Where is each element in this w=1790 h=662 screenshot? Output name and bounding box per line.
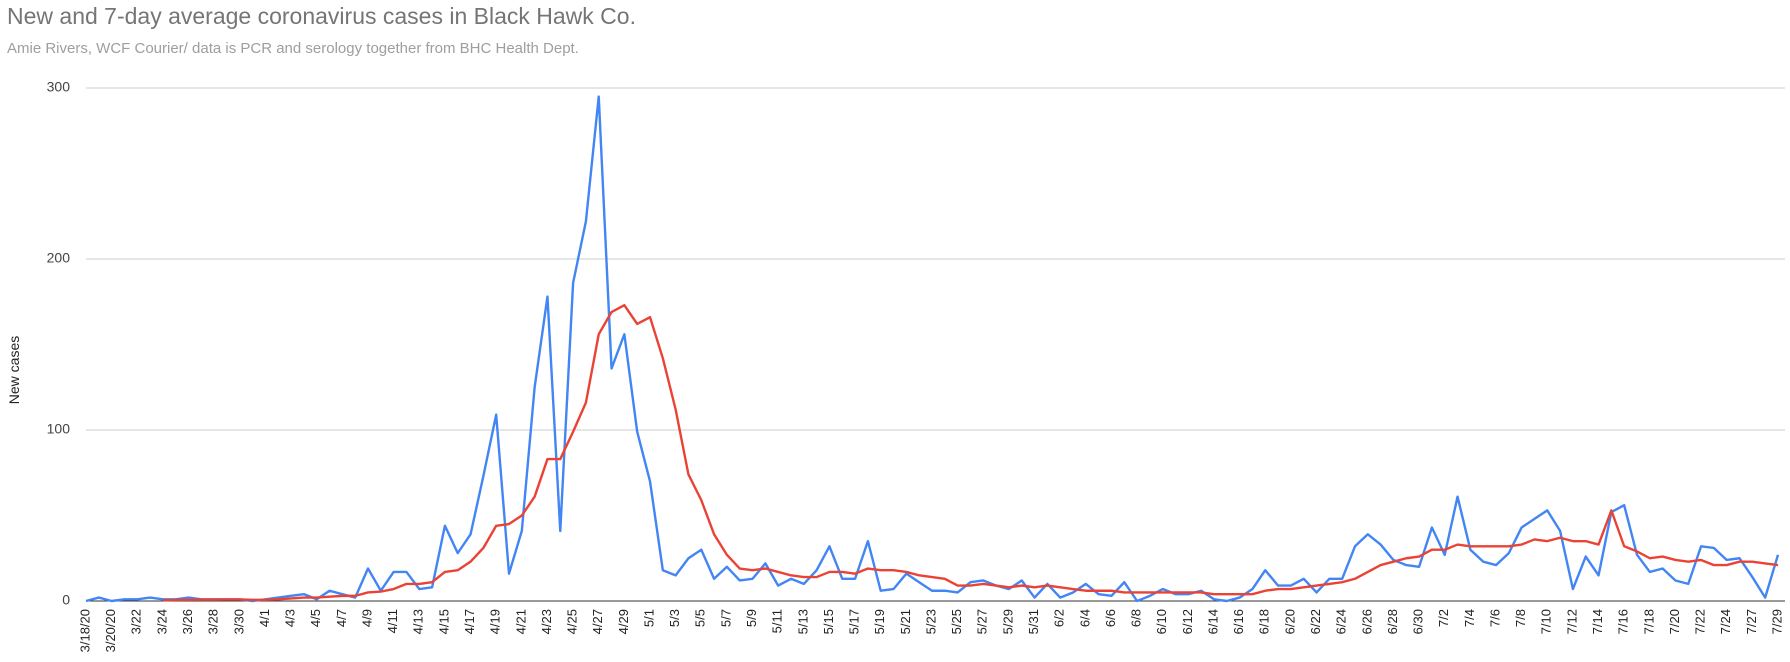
x-tick-label: 4/7 xyxy=(334,609,349,627)
x-tick-label: 5/1 xyxy=(641,609,656,627)
x-tick-label: 5/27 xyxy=(975,609,990,634)
x-tick-label: 4/29 xyxy=(616,609,631,634)
x-tick-label: 4/15 xyxy=(436,609,451,634)
x-tick-label: 6/14 xyxy=(1205,609,1220,634)
x-tick-label: 7/4 xyxy=(1462,609,1477,627)
x-tick-label: 5/29 xyxy=(1000,609,1015,634)
series-line xyxy=(162,303,1779,602)
x-tick-label: 4/11 xyxy=(385,609,400,633)
x-tick-label: 5/3 xyxy=(667,609,682,627)
x-tick-label: 3/24 xyxy=(154,609,169,634)
x-tick-label: 6/6 xyxy=(1103,609,1118,627)
x-tick-label: 7/24 xyxy=(1718,609,1733,634)
x-tick-label: 5/7 xyxy=(718,609,733,627)
y-tick-label: 300 xyxy=(47,79,71,95)
x-tick-label: 6/24 xyxy=(1334,609,1349,634)
x-tick-label: 4/21 xyxy=(513,609,528,634)
x-tick-label: 3/22 xyxy=(129,609,144,634)
x-tick-label: 6/18 xyxy=(1257,609,1272,634)
chart-subtitle: Amie Rivers, WCF Courier/ data is PCR an… xyxy=(7,40,579,57)
y-axis-title: New cases xyxy=(6,336,22,404)
x-tick-label: 6/26 xyxy=(1359,609,1374,634)
x-tick-label: 7/16 xyxy=(1616,609,1631,634)
x-tick-label: 3/18/20 xyxy=(77,609,92,652)
x-tick-label: 7/2 xyxy=(1436,609,1451,627)
x-tick-label: 5/19 xyxy=(872,609,887,634)
x-tick-label: 6/12 xyxy=(1180,609,1195,634)
x-tick-label: 4/25 xyxy=(565,609,580,634)
x-tick-label: 5/15 xyxy=(821,609,836,634)
x-tick-label: 4/3 xyxy=(283,609,298,627)
x-tick-label: 5/21 xyxy=(898,609,913,634)
x-tick-label: 6/10 xyxy=(1154,609,1169,634)
x-tick-label: 7/8 xyxy=(1513,609,1528,627)
x-tick-label: 7/6 xyxy=(1487,609,1502,627)
x-tick-label: 5/25 xyxy=(949,609,964,634)
x-tick-label: 4/5 xyxy=(308,609,323,627)
x-tick-label: 4/13 xyxy=(411,609,426,634)
x-tick-label: 7/18 xyxy=(1641,609,1656,634)
y-tick-label: 200 xyxy=(47,250,71,266)
chart-title: New and 7-day average coronavirus cases … xyxy=(7,3,636,29)
x-tick-label: 6/22 xyxy=(1308,609,1323,634)
x-tick-label: 6/8 xyxy=(1129,609,1144,627)
x-tick-label: 3/28 xyxy=(206,609,221,634)
x-tick-label: 7/14 xyxy=(1590,609,1605,634)
x-tick-label: 7/22 xyxy=(1693,609,1708,634)
x-tick-label: 5/31 xyxy=(1026,609,1041,634)
x-tick-label: 5/5 xyxy=(693,609,708,627)
x-tick-label: 6/28 xyxy=(1385,609,1400,634)
x-tick-label: 4/1 xyxy=(257,609,272,627)
x-tick-label: 5/11 xyxy=(770,609,785,633)
x-tick-label: 6/30 xyxy=(1411,609,1426,634)
x-tick-label: 5/13 xyxy=(795,609,810,634)
x-tick-label: 6/16 xyxy=(1231,609,1246,634)
x-tick-label: 6/4 xyxy=(1077,609,1092,627)
x-tick-label: 6/2 xyxy=(1052,609,1067,627)
x-tick-label: 7/20 xyxy=(1667,609,1682,634)
x-tick-label: 4/27 xyxy=(590,609,605,634)
x-tick-label: 6/20 xyxy=(1282,609,1297,634)
x-tick-label: 4/23 xyxy=(539,609,554,634)
x-tick-label: 5/17 xyxy=(847,609,862,634)
x-tick-label: 3/30 xyxy=(231,609,246,634)
y-tick-label: 0 xyxy=(62,592,70,608)
x-tick-label: 7/29 xyxy=(1769,609,1784,634)
y-tick-label: 100 xyxy=(47,421,71,437)
x-tick-label: 3/20/20 xyxy=(103,609,118,652)
x-tick-label: 3/26 xyxy=(180,609,195,634)
x-tick-label: 7/12 xyxy=(1564,609,1579,634)
x-tick-label: 4/19 xyxy=(488,609,503,634)
x-tick-label: 7/10 xyxy=(1539,609,1554,634)
x-tick-label: 5/9 xyxy=(744,609,759,627)
x-tick-label: 7/27 xyxy=(1744,609,1759,634)
x-tick-label: 5/23 xyxy=(923,609,938,634)
x-tick-label: 4/9 xyxy=(359,609,374,627)
x-tick-label: 4/17 xyxy=(462,609,477,634)
series-line xyxy=(85,95,1780,603)
